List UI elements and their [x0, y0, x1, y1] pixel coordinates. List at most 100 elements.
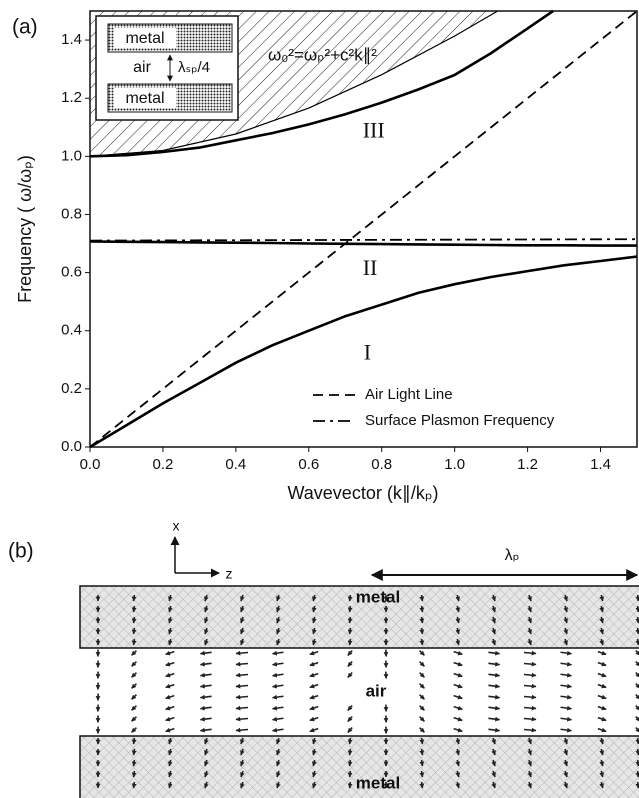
- field-vector: [309, 661, 319, 667]
- field-vector: [523, 716, 537, 722]
- boundary-line: [89, 10, 499, 157]
- legend-label: Surface Plasmon Frequency: [365, 412, 555, 429]
- field-vector: [309, 694, 319, 700]
- field-vector: [131, 727, 137, 733]
- x-tick-label: 0.8: [371, 456, 392, 473]
- field-vector: [165, 716, 175, 722]
- field-vector: [199, 716, 212, 722]
- field-vector: [635, 650, 639, 656]
- field-vector: [204, 605, 209, 613]
- inset-label-bg: [114, 28, 176, 48]
- field-vector: [419, 638, 425, 646]
- field-vector: [131, 781, 137, 789]
- field-vector: [488, 705, 501, 711]
- field-vector: [635, 661, 639, 667]
- field-vector: [635, 727, 639, 733]
- field-vector: [453, 705, 463, 711]
- field-vector: [204, 737, 209, 745]
- field-vector: [527, 627, 532, 635]
- field-vector: [563, 737, 568, 745]
- branch-line: [89, 240, 637, 247]
- field-vector: [491, 781, 496, 789]
- field-vector: [235, 716, 249, 722]
- field-vector: [167, 748, 173, 756]
- field-vector: [488, 650, 501, 656]
- field-vector: [455, 781, 461, 789]
- y-tick-label: 0.0: [61, 438, 82, 455]
- field-vector: [276, 638, 281, 646]
- field-vector: [347, 759, 353, 767]
- field-vector: [523, 672, 537, 678]
- plot-frame: [89, 10, 638, 448]
- field-vector: [167, 770, 173, 778]
- field-vector: [419, 605, 425, 613]
- field-vector: [272, 683, 284, 689]
- field-vector: [131, 638, 137, 646]
- field-vector: [527, 616, 532, 624]
- x-tick-label: 1.0: [444, 456, 465, 473]
- field-vector: [276, 627, 281, 635]
- field-vector: [240, 638, 245, 646]
- field-vector: [635, 605, 639, 613]
- field-vector: [527, 638, 532, 646]
- field-vector: [347, 716, 353, 722]
- region-label: air: [366, 681, 387, 700]
- field-vector: [453, 727, 463, 733]
- inset-label-bg: [114, 88, 176, 108]
- field-vector: [240, 616, 245, 624]
- field-vector: [347, 672, 353, 678]
- field-vector: [165, 694, 175, 700]
- inset-label: λₛₚ/4: [178, 59, 210, 76]
- field-vector: [599, 737, 605, 745]
- y-tick-label: 1.4: [61, 31, 82, 48]
- field-vector: [527, 594, 532, 602]
- branch-label: II: [363, 255, 378, 280]
- field-vector: [204, 781, 209, 789]
- field-vector: [309, 683, 319, 689]
- x-tick-label: 0.6: [298, 456, 319, 473]
- field-vector: [276, 605, 281, 613]
- field-vector: [419, 616, 425, 624]
- field-vector: [453, 661, 463, 667]
- y-tick-label: 0.2: [61, 380, 82, 397]
- field-vector: [347, 594, 353, 602]
- field-vector: [419, 759, 425, 767]
- field-vector: [527, 737, 532, 745]
- field-vector: [240, 759, 245, 767]
- inset-label: metal: [125, 90, 164, 107]
- inset-label: air: [133, 59, 151, 76]
- field-vector: [240, 605, 245, 613]
- field-vector: [240, 748, 245, 756]
- field-vector: [199, 694, 212, 700]
- field-vector: [491, 638, 496, 646]
- field-vector: [311, 605, 317, 613]
- field-vector: [563, 605, 568, 613]
- field-vector: [635, 770, 639, 778]
- field-vector: [311, 627, 317, 635]
- field-vector: [311, 770, 317, 778]
- panel-label: (a): [12, 16, 38, 39]
- y-tick-label: 0.4: [61, 322, 82, 339]
- field-vector: [635, 705, 639, 711]
- field-vector: [309, 705, 319, 711]
- field-vector: [455, 770, 461, 778]
- field-vector: [491, 759, 496, 767]
- field-vector: [131, 694, 137, 700]
- field-vector: [597, 683, 607, 689]
- field-vector: [204, 638, 209, 646]
- field-vector: [560, 727, 572, 733]
- field-vector: [563, 770, 568, 778]
- field-vector: [165, 672, 175, 678]
- field-vector: [419, 748, 425, 756]
- y-tick-label: 1.0: [61, 147, 82, 164]
- field-vector: [563, 594, 568, 602]
- field-vector: [235, 672, 249, 678]
- field-vector: [167, 627, 173, 635]
- metal-slab: [79, 585, 639, 649]
- field-vector: [523, 661, 537, 667]
- field-vector: [347, 705, 353, 711]
- field-vector: [455, 616, 461, 624]
- field-vector: [599, 627, 605, 635]
- field-vector: [635, 683, 639, 689]
- field-vector: [419, 737, 425, 745]
